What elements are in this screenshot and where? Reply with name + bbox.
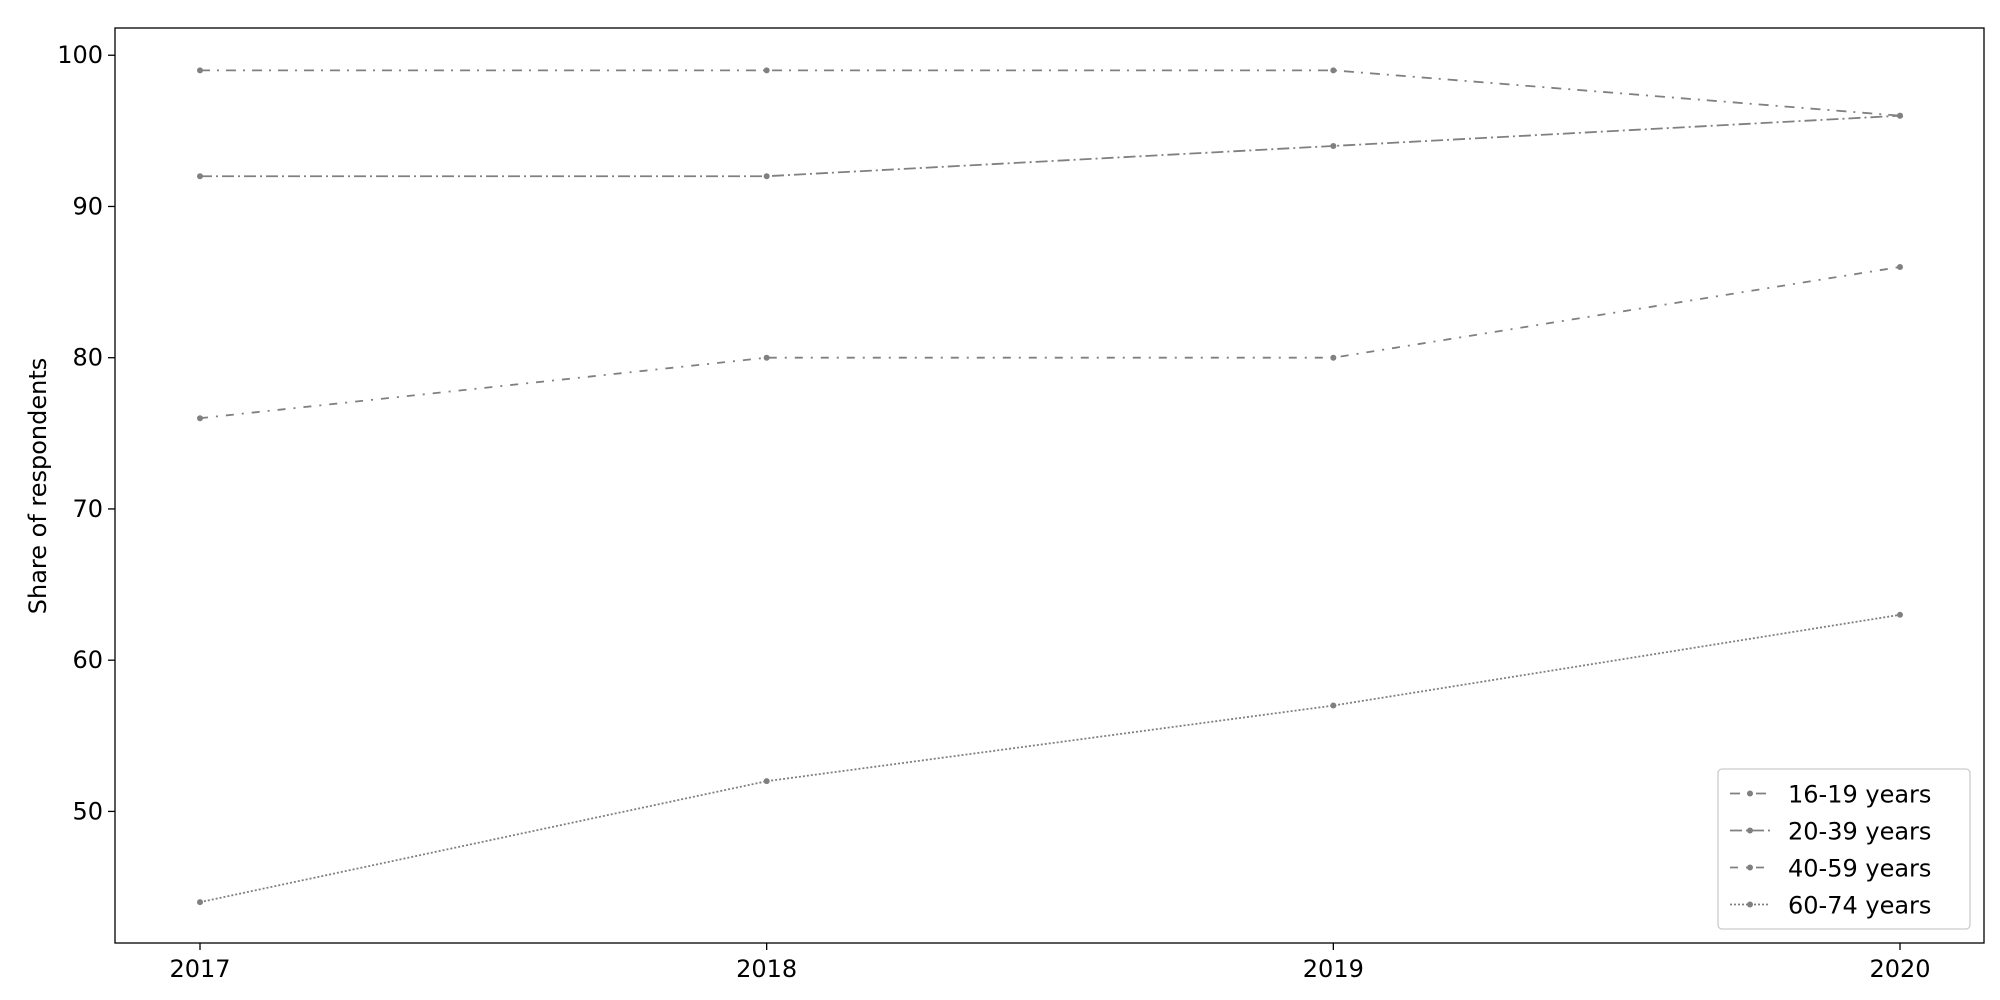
data-point (763, 354, 770, 361)
data-point (197, 67, 203, 74)
x-tick-label: 2019 (1303, 955, 1364, 983)
data-point (1897, 263, 1903, 270)
data-point (1330, 354, 1337, 361)
legend-swatch-marker (1747, 901, 1753, 908)
legend-item: 16-19 years (1730, 781, 1931, 809)
series-line (200, 114, 1901, 178)
data-point (197, 899, 203, 906)
series-line (199, 613, 1901, 904)
legend-label: 16-19 years (1788, 781, 1931, 809)
plot-frame (114, 27, 1985, 944)
y-tick-label: 50 (72, 797, 103, 825)
data-point (1897, 112, 1903, 119)
legend-swatch-marker (1747, 827, 1753, 834)
legend-label: 40-59 years (1788, 855, 1931, 883)
data-point (763, 778, 770, 785)
y-tick-label: 100 (57, 41, 103, 69)
y-axis: 50 60 70 80 90 100 (57, 41, 115, 825)
data-point (197, 173, 203, 180)
data-point (1330, 67, 1337, 74)
data-point (1897, 611, 1903, 618)
legend-item: 60-74 years (1730, 892, 1931, 920)
plot-background (115, 28, 1984, 943)
data-point (197, 415, 203, 422)
legend-swatch-marker (1747, 864, 1753, 871)
legend-item: 40-59 years (1730, 855, 1931, 883)
data-point (1330, 142, 1337, 149)
x-tick-label: 2018 (736, 955, 797, 983)
y-tick-label: 80 (72, 344, 103, 372)
x-tick-label: 2020 (1869, 955, 1930, 983)
series-layer (197, 67, 1903, 906)
data-point (763, 173, 770, 180)
series-line (200, 69, 1901, 117)
data-point (1330, 702, 1337, 709)
legend: 16-19 years 20-39 years 40-59 years 60-74 y… (1717, 768, 1971, 930)
legend-frame (1717, 768, 1971, 930)
legend-label: 20-39 years (1788, 818, 1931, 846)
series-40-59-years (197, 263, 1903, 422)
y-axis-label: Share of respondents (24, 358, 52, 615)
x-axis: 2017 2018 2019 2020 (169, 943, 1931, 983)
y-tick-label: 70 (72, 495, 103, 523)
legend-swatch-marker (1747, 790, 1753, 797)
legend-label: 60-74 years (1788, 892, 1931, 920)
series-20-39-years (197, 112, 1903, 180)
series-60-74-years (197, 611, 1903, 906)
data-point (763, 67, 770, 74)
x-tick-label: 2017 (169, 955, 230, 983)
legend-item: 20-39 years (1730, 818, 1931, 846)
y-tick-label: 60 (72, 646, 103, 674)
y-tick-label: 90 (72, 192, 103, 220)
